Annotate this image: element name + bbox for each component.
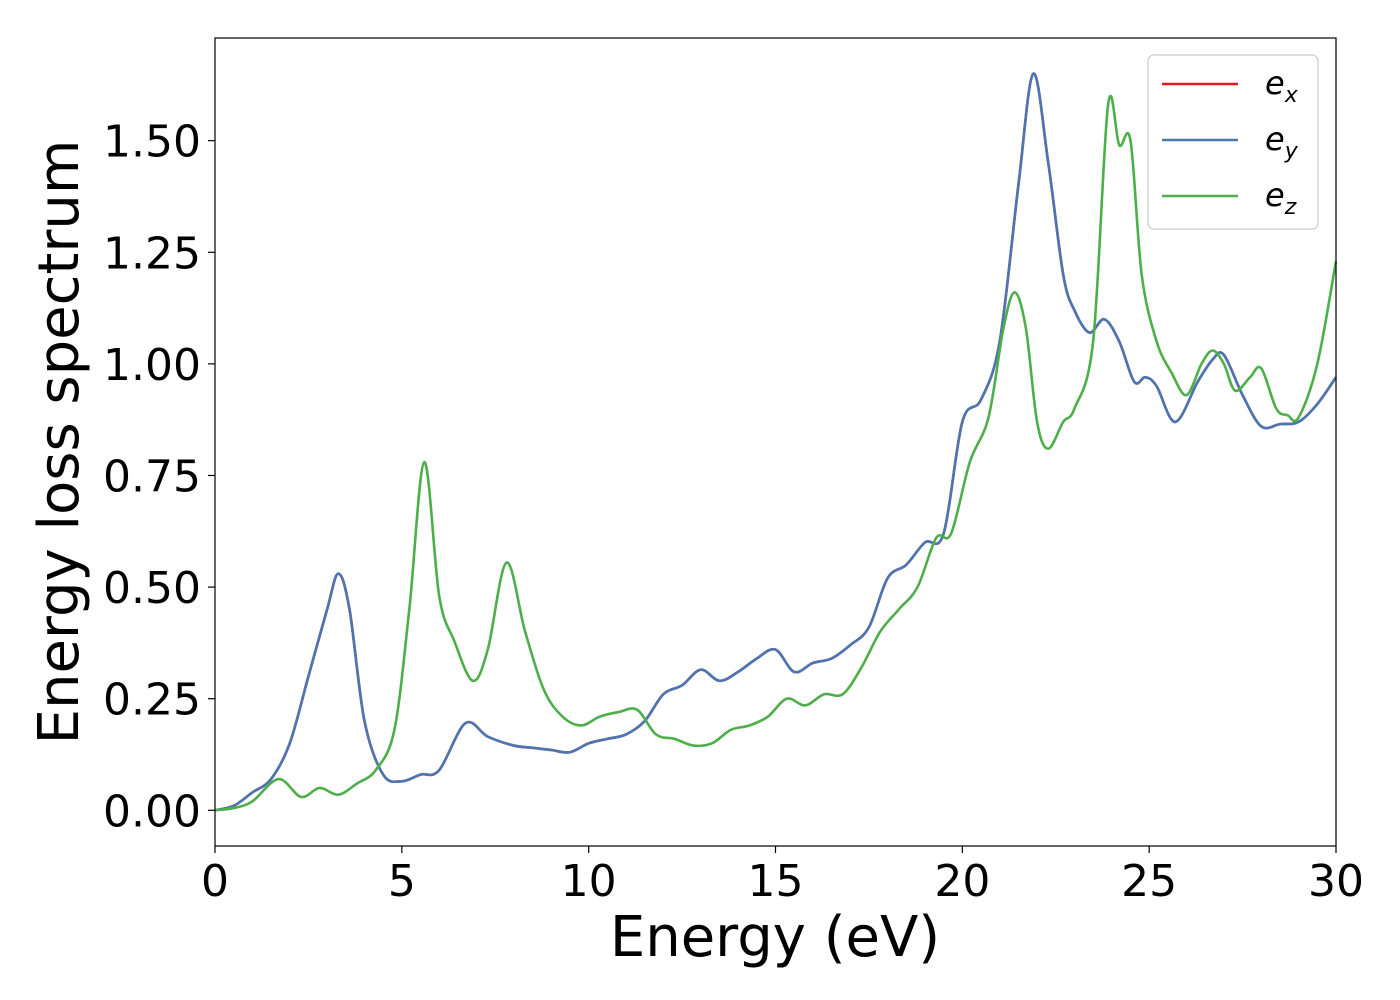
x-tick-label: 30: [1308, 856, 1364, 907]
y-axis-title: Energy loss spectrum: [27, 140, 92, 745]
series-line-y: [214, 72, 1338, 812]
y-tick-label: 1.25: [103, 228, 201, 279]
series-line-z: [214, 94, 1338, 812]
y-tick-label: 1.00: [103, 340, 201, 391]
x-axis-ticks: 0 5 10 15 20 25 30: [201, 846, 1364, 907]
series-layer: [214, 72, 1338, 812]
x-tick-label: 20: [934, 856, 990, 907]
legend-label-z: ez: [1265, 176, 1297, 220]
legend-box: [1147, 54, 1319, 230]
y-tick-label: 0.25: [103, 675, 201, 726]
y-tick-label: 0.50: [103, 563, 201, 614]
y-axis-ticks: 0.00 0.25 0.50 0.75 1.00 1.25 1.50: [103, 117, 215, 837]
y-tick-label: 0.00: [103, 786, 201, 837]
x-tick-label: 25: [1121, 856, 1177, 907]
legend-label-x: ex: [1265, 64, 1299, 108]
x-tick-label: 5: [388, 856, 416, 907]
legend-label-y: ey: [1265, 120, 1299, 164]
x-axis-title: Energy (eV): [610, 905, 940, 970]
x-tick-label: 15: [748, 856, 804, 907]
y-tick-label: 0.75: [103, 451, 201, 502]
x-tick-label: 10: [561, 856, 617, 907]
legend: ex ey ez: [1147, 54, 1319, 230]
y-tick-label: 1.50: [103, 117, 201, 168]
x-tick-label: 0: [201, 856, 229, 907]
